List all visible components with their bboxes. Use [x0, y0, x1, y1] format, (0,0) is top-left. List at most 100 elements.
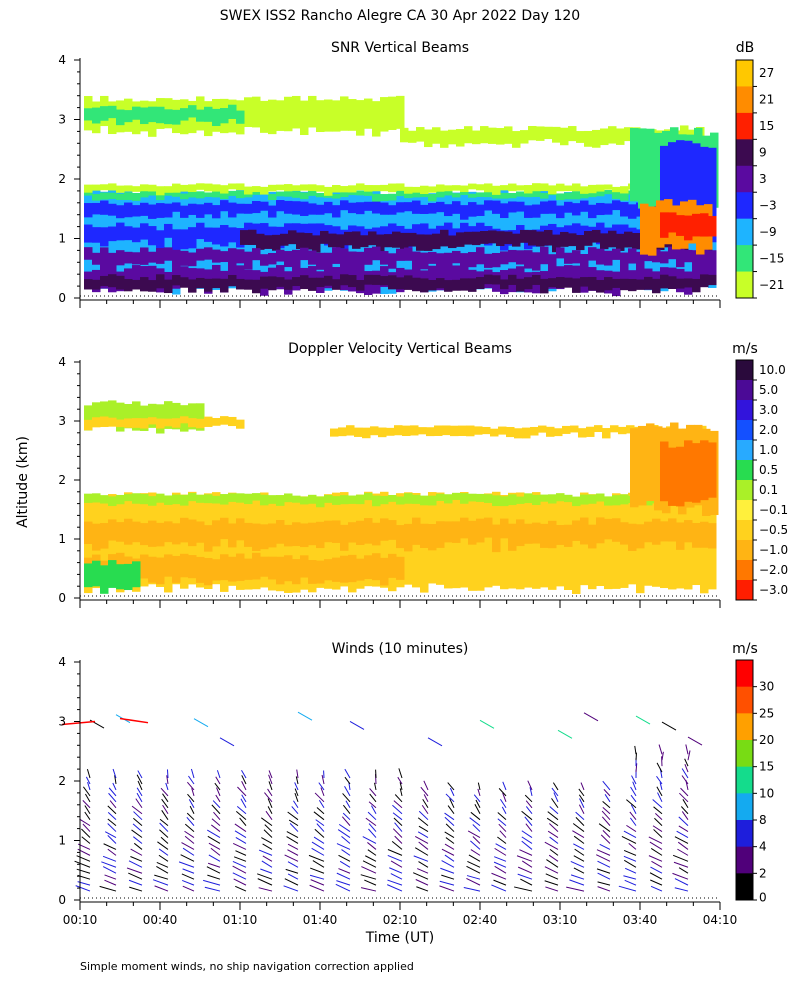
snr-band [616, 233, 625, 251]
snr-strong [684, 215, 693, 241]
snr-band [588, 184, 597, 194]
wind-barb [309, 884, 325, 892]
snr-band [420, 192, 429, 198]
snr-band [244, 203, 253, 214]
wind-barb [342, 804, 351, 815]
doppler-upper [84, 405, 93, 431]
doppler-band [108, 496, 117, 507]
doppler-band [412, 494, 421, 504]
snr-band [140, 202, 149, 216]
doppler-band [460, 493, 469, 504]
snr-band [452, 279, 461, 291]
snr-band [100, 184, 109, 191]
snr-band [284, 200, 293, 214]
wind-barb [283, 885, 299, 892]
snr-band [484, 253, 493, 268]
wind-barb [101, 861, 117, 868]
wind-barb [681, 768, 689, 779]
wind-barb [214, 782, 221, 791]
wind-barb [545, 873, 559, 880]
wind-barb [287, 811, 299, 821]
doppler-band [84, 493, 93, 503]
snr-band [280, 233, 289, 246]
wind-barb [521, 810, 533, 821]
doppler-upper [338, 427, 347, 437]
wind-barb [232, 872, 247, 880]
snr-upper-layer [156, 106, 165, 124]
snr-band [484, 192, 493, 198]
wind-barb [241, 775, 247, 785]
wind-barb [544, 841, 559, 850]
x-tick-label: 02:40 [463, 913, 498, 927]
wind-barb [156, 866, 169, 874]
snr-band [100, 227, 109, 247]
colorbar-swatch [736, 139, 753, 167]
snr-band [140, 190, 149, 198]
wind-barb [216, 787, 221, 797]
snr-upper-layer [292, 95, 301, 129]
snr-band [188, 203, 197, 215]
wind-barb [632, 781, 637, 791]
colorbar-swatch [736, 60, 753, 87]
snr-band [228, 202, 237, 218]
snr-band [564, 192, 573, 200]
doppler-band [140, 554, 149, 579]
snr-upper-layer [464, 126, 473, 144]
wind-barb [651, 860, 663, 868]
wind-barb [447, 805, 455, 815]
snr-band [660, 251, 669, 264]
wind-barb [367, 811, 377, 821]
wind-barb [291, 806, 299, 815]
doppler-upper [554, 428, 563, 437]
wind-barb [681, 811, 689, 820]
snr-strong [648, 206, 657, 256]
wind-barb [337, 829, 351, 838]
wind-barb [309, 874, 325, 880]
snr-band [604, 184, 613, 190]
doppler-band [292, 522, 301, 547]
snr-band [588, 191, 597, 198]
snr-upper-layer [260, 100, 269, 133]
snr-band [332, 279, 341, 290]
snr-band [132, 193, 141, 201]
doppler-band [372, 495, 381, 507]
snr-band [180, 193, 189, 200]
doppler-band [116, 522, 125, 542]
wind-barb [418, 825, 429, 833]
wind-barb [159, 822, 169, 832]
wind-barb [341, 849, 351, 856]
snr-band [604, 203, 613, 215]
snr-band [556, 277, 565, 289]
doppler-band [164, 554, 173, 577]
wind-barb [237, 786, 247, 797]
snr-band [540, 201, 549, 214]
snr-upper-layer [212, 108, 221, 127]
wind-barb [360, 887, 377, 892]
doppler-upper [116, 402, 125, 432]
wind-barb [374, 782, 377, 791]
snr-band [124, 251, 133, 264]
wind-barb [211, 804, 221, 815]
wind-barb [466, 875, 481, 880]
snr-region-low [196, 191, 205, 289]
snr-band [404, 247, 413, 261]
snr-band [556, 183, 565, 192]
wind-barb [135, 798, 143, 809]
snr-band [444, 185, 453, 192]
snr-band [644, 276, 653, 290]
wind-barb [313, 836, 325, 844]
colorbar-label: 0 [759, 890, 767, 904]
wind-barb [184, 835, 195, 844]
snr-band [620, 278, 629, 291]
wind-barb [136, 787, 143, 797]
snr-band [468, 252, 477, 268]
doppler-upper [498, 426, 507, 435]
snr-band [204, 183, 213, 192]
wind-barb [630, 804, 637, 814]
snr-upper-layer [592, 129, 601, 148]
snr-upper-layer [300, 100, 309, 136]
snr-band [164, 279, 173, 294]
doppler-band [460, 517, 469, 539]
doppler-band [164, 495, 173, 505]
doppler-upper [402, 425, 411, 437]
